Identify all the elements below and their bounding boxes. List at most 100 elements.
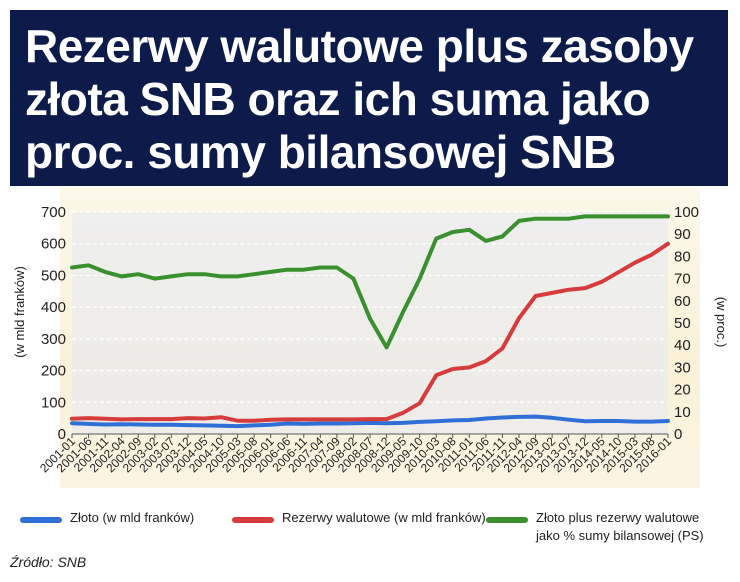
y-right-tick-label: 40 [674, 337, 691, 354]
series-1-point [269, 418, 273, 422]
y-left-tick-label: 0 [58, 426, 66, 443]
series-0-point [451, 418, 455, 422]
series-2-point [70, 265, 74, 270]
series-1-point [285, 417, 289, 421]
series-0-point [600, 419, 604, 423]
y-left-tick-label: 100 [41, 394, 66, 411]
legend-label-gold: Złoto (w mld franków) [70, 510, 195, 525]
series-2-point [302, 268, 306, 272]
series-2-point [500, 234, 504, 238]
series-0-point [236, 424, 240, 428]
title-banner: Rezerwy walutowe plus zasoby złota SNB o… [10, 10, 728, 186]
series-2-point [633, 214, 637, 218]
series-2-point [517, 219, 521, 223]
series-1-point [451, 367, 455, 371]
series-2-point [351, 277, 355, 281]
series-0-point [302, 422, 306, 426]
series-1-point [318, 417, 322, 421]
y-left-tick-label: 500 [41, 267, 66, 284]
series-1-point [567, 288, 571, 292]
series-2-point [87, 263, 91, 267]
y-left-tick-label: 400 [41, 299, 66, 316]
series-1-point [120, 417, 124, 421]
series-2-point [103, 270, 107, 274]
series-0-point [318, 421, 322, 426]
series-0-point [351, 421, 355, 425]
series-1-point [600, 280, 604, 284]
series-1-point [401, 411, 405, 415]
series-1-point [103, 417, 107, 421]
series-0-point [649, 420, 654, 424]
series-1-point [169, 417, 173, 421]
series-0-point [583, 419, 587, 423]
series-1-point [517, 316, 521, 320]
series-2-point [368, 317, 372, 321]
y-right-tick-label: 100 [674, 204, 699, 221]
grid [72, 211, 668, 435]
series-0-point [219, 424, 223, 428]
chart-title: Rezerwy walutowe plus zasoby złota SNB o… [25, 20, 694, 178]
series-1-point [418, 401, 422, 405]
y-right-tick-label: 90 [674, 226, 691, 243]
series-2-point [401, 310, 405, 314]
series-1-point [202, 416, 206, 421]
series-2-point [484, 239, 488, 243]
y-axis-right-label: (w proc.) [714, 297, 729, 348]
series-0-point [202, 423, 206, 427]
legend-swatch-reserves [232, 517, 274, 523]
y-right-tick-label: 50 [674, 315, 691, 332]
series-0-point [401, 421, 405, 425]
legend-label-reserves: Rezerwy walutowe (w mld franków) [282, 510, 486, 525]
series-2-point [467, 228, 471, 232]
series-0-point [666, 419, 670, 423]
series-1-point [583, 286, 587, 290]
series-1-point [335, 417, 339, 421]
series-2-point [385, 345, 389, 349]
series-0-point [136, 422, 140, 427]
series-0-point [534, 415, 538, 419]
series-2-point [600, 214, 604, 218]
y-left-tick-label: 700 [41, 204, 66, 221]
series-2-point [269, 270, 273, 274]
series-0-point [186, 423, 190, 427]
series-1-point [616, 270, 620, 274]
series-2-point [318, 265, 322, 270]
series-1-point [666, 242, 670, 246]
legend-item-reserves: Rezerwy walutowe (w mld franków) [232, 509, 502, 549]
series-1-point [385, 417, 389, 421]
series-2-point [451, 230, 455, 234]
series-0-point [87, 422, 91, 426]
series-2-point [666, 214, 670, 218]
series-1-point [219, 415, 223, 419]
series-0-point [418, 420, 422, 424]
series-2-point [120, 274, 124, 278]
series-0-point [269, 423, 273, 427]
y-axis-left: 0 100 200 300 400 500 600 700 [41, 204, 66, 443]
series-2-point [616, 214, 620, 218]
series-0-point [169, 423, 173, 427]
series-0-point [434, 419, 438, 423]
series-lines [70, 214, 670, 429]
series-1-point [649, 253, 654, 257]
x-axis: 2001-012001-062001-112002-042002-092003-… [37, 434, 674, 475]
y-right-tick-label: 30 [674, 359, 691, 376]
series-1-point [368, 417, 372, 421]
y-left-tick-label: 200 [41, 363, 66, 380]
series-0-point [517, 415, 521, 419]
series-1-point [70, 417, 74, 421]
y-right-tick-label: 10 [674, 404, 691, 421]
legend-swatch-total [486, 517, 528, 523]
series-2-point [434, 237, 438, 241]
y-right-tick-label: 0 [674, 426, 682, 443]
legend-item-gold: Złoto (w mld franków) [20, 509, 220, 549]
series-2-point [649, 214, 654, 218]
series-2-point [550, 217, 554, 221]
legend-label-total: Złoto plus rezerwy walutowe jako % sumy … [536, 510, 704, 543]
series-0-point [368, 421, 372, 425]
series-1-point [633, 261, 637, 265]
series-1-point [534, 294, 538, 298]
series-1-point [236, 419, 240, 423]
series-1-point [351, 417, 355, 421]
series-1-point [500, 346, 504, 350]
